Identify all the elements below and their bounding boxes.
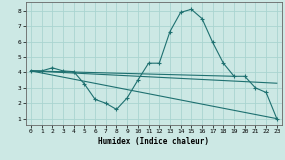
X-axis label: Humidex (Indice chaleur): Humidex (Indice chaleur) (98, 137, 209, 146)
